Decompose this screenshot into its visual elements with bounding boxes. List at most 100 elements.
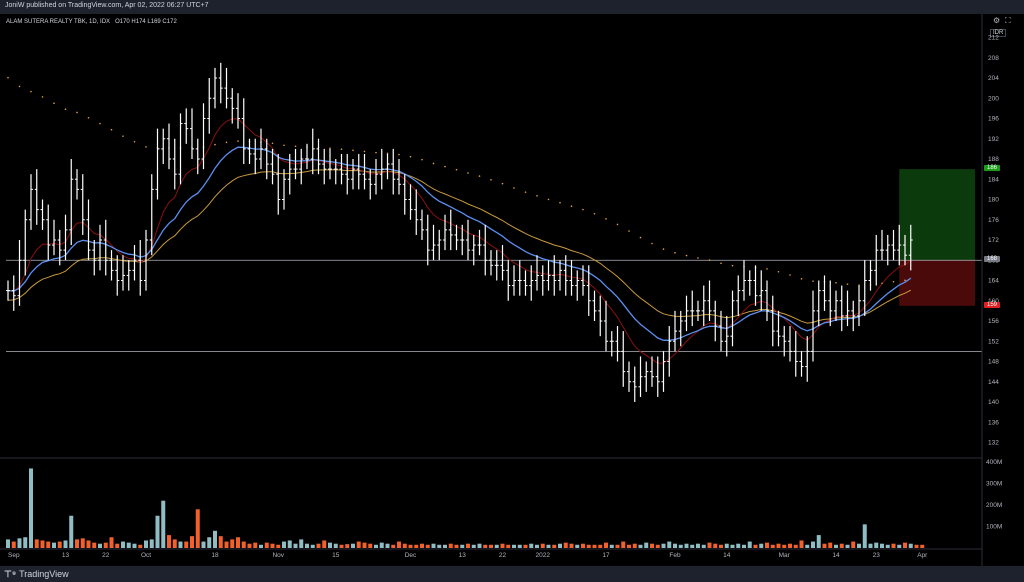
- volume-bar: [489, 544, 493, 548]
- volume-bar: [690, 544, 695, 548]
- volume-bar: [546, 544, 551, 548]
- volume-bar: [805, 544, 810, 548]
- volume-bar: [466, 543, 470, 548]
- volume-bar: [477, 543, 482, 548]
- volume-bar: [678, 544, 683, 548]
- volume-bar: [230, 539, 235, 548]
- volume-bar: [684, 543, 689, 548]
- long-ma-dot: [593, 212, 596, 215]
- time-tick-label: Dec: [405, 552, 417, 559]
- volume-bar: [880, 543, 884, 548]
- tradingview-logo[interactable]: ⊤⁹ TradingView: [4, 569, 69, 580]
- long-ma-dot: [513, 187, 515, 189]
- volume-bar: [178, 541, 183, 548]
- volume-bar: [575, 544, 580, 548]
- volume-bar: [604, 542, 608, 548]
- fullscreen-icon[interactable]: ⛶: [1005, 16, 1011, 25]
- long-ma-dot: [386, 152, 389, 155]
- volume-bar: [920, 544, 925, 548]
- volume-bar: [776, 543, 781, 548]
- volume-bar: [63, 540, 68, 548]
- time-tick-label: 13: [459, 552, 467, 559]
- long-ma-dot: [110, 128, 113, 131]
- ema-red-line: [7, 118, 912, 364]
- chart-legend: ALAM SUTERA REALTY TBK, 1D, IDX O170 H17…: [6, 19, 177, 25]
- price-tick-label: 164: [988, 278, 999, 285]
- time-tick-label: Feb: [669, 552, 681, 559]
- time-tick-label: 22: [102, 552, 110, 559]
- long-ma-dot: [628, 230, 630, 232]
- long-ma-dot: [432, 162, 435, 165]
- long-ma-dot: [812, 280, 814, 282]
- volume-bar: [529, 543, 534, 548]
- long-ma-dot: [53, 102, 55, 105]
- price-tick-label: 188: [988, 156, 999, 163]
- price-tick-label: 208: [988, 55, 999, 62]
- volume-bar: [753, 544, 758, 548]
- long-ma-dot: [329, 147, 331, 150]
- long-ma-dot: [800, 278, 803, 280]
- long-ma-dot: [352, 149, 354, 152]
- volume-bar: [264, 542, 269, 548]
- volume-bar: [190, 536, 194, 548]
- price-tick-label: 148: [988, 359, 999, 366]
- long-ma-dot: [559, 201, 561, 204]
- volume-bar: [782, 544, 787, 548]
- long-ma-dot: [789, 274, 791, 276]
- volume-bar: [857, 543, 861, 548]
- volume-bar: [834, 544, 838, 548]
- settings-icon[interactable]: ⚙: [993, 16, 1001, 25]
- volume-bar: [11, 541, 16, 548]
- volume-tick-label: 300M: [986, 481, 1002, 488]
- long-ma-dot: [87, 116, 90, 119]
- volume-bar: [845, 544, 850, 548]
- price-tick-label: 172: [988, 237, 999, 244]
- time-tick-label: Oct: [141, 552, 151, 559]
- volume-bar: [247, 543, 252, 548]
- volume-bar: [724, 543, 729, 548]
- long-ma-dot: [294, 145, 297, 148]
- price-tick-label: 204: [988, 75, 999, 82]
- volume-bar: [517, 544, 522, 548]
- long-ma-dot: [777, 270, 780, 273]
- volume-bar: [293, 543, 298, 548]
- long-ma-dot: [536, 195, 538, 197]
- long-ma-dot: [444, 165, 446, 168]
- volume-bar: [615, 544, 620, 548]
- volume-bar: [747, 541, 752, 548]
- long-ma-dot: [490, 179, 492, 181]
- time-tick-label: Nov: [272, 552, 284, 559]
- volume-bar: [80, 538, 85, 548]
- volume-bar: [742, 544, 746, 548]
- price-tick-label: 132: [988, 440, 999, 447]
- currency-label: IDR: [990, 29, 1007, 37]
- volume-bar: [385, 543, 390, 548]
- ema-slow-line: [7, 169, 912, 324]
- price-chart[interactable]: 212 208 204 200 196 192 188 184 180 176 172 168 164 1…: [0, 0, 1024, 568]
- long-ma-dot: [41, 96, 44, 98]
- volume-bar: [241, 541, 246, 548]
- time-tick-label: 22: [499, 552, 507, 559]
- current-price-badge: 168: [984, 256, 1001, 263]
- volume-bar: [828, 542, 833, 548]
- volume-bar: [167, 535, 171, 548]
- volume-bar: [903, 542, 907, 548]
- long-ma-dot: [881, 282, 883, 285]
- volume-bar: [822, 543, 827, 548]
- long-ma-dot: [685, 254, 688, 257]
- long-ma-dot: [214, 143, 216, 146]
- price-tick-label: 140: [988, 399, 999, 406]
- volume-bar: [121, 541, 125, 548]
- volume-bar: [224, 541, 229, 548]
- stop-price-badge: 159: [984, 301, 1001, 308]
- volume-bar: [69, 515, 74, 548]
- volume-bar: [471, 544, 476, 548]
- footer-bar: ⊤⁹ TradingView: [0, 566, 1024, 582]
- volume-bar: [730, 544, 735, 548]
- volume-bar: [707, 542, 712, 548]
- long-ma-dot: [639, 236, 642, 239]
- time-tick-label: 15: [332, 552, 340, 559]
- volume-bar: [765, 542, 769, 548]
- long-ma-dot: [835, 282, 837, 284]
- long-ma-dot: [605, 218, 607, 220]
